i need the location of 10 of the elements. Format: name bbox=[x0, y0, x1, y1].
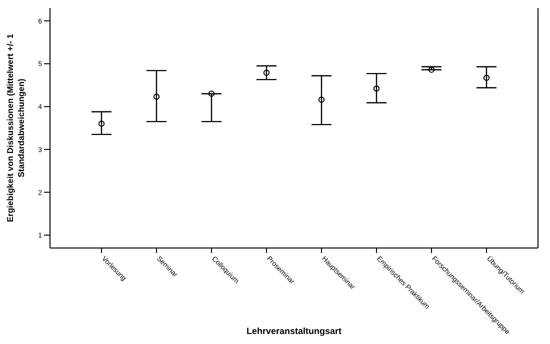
point bbox=[428, 66, 435, 73]
point bbox=[263, 70, 270, 76]
point bbox=[208, 90, 215, 97]
y-axis-title: Ergiebigkeit von Diskussionen (Mittelwert +/- 1 Standardabweichungen) bbox=[4, 34, 26, 222]
point bbox=[373, 85, 380, 92]
point bbox=[98, 120, 105, 127]
point bbox=[483, 74, 490, 81]
x-axis-title: Lehrveranstaltungsart bbox=[246, 326, 342, 336]
point bbox=[318, 96, 325, 103]
point bbox=[153, 94, 160, 100]
